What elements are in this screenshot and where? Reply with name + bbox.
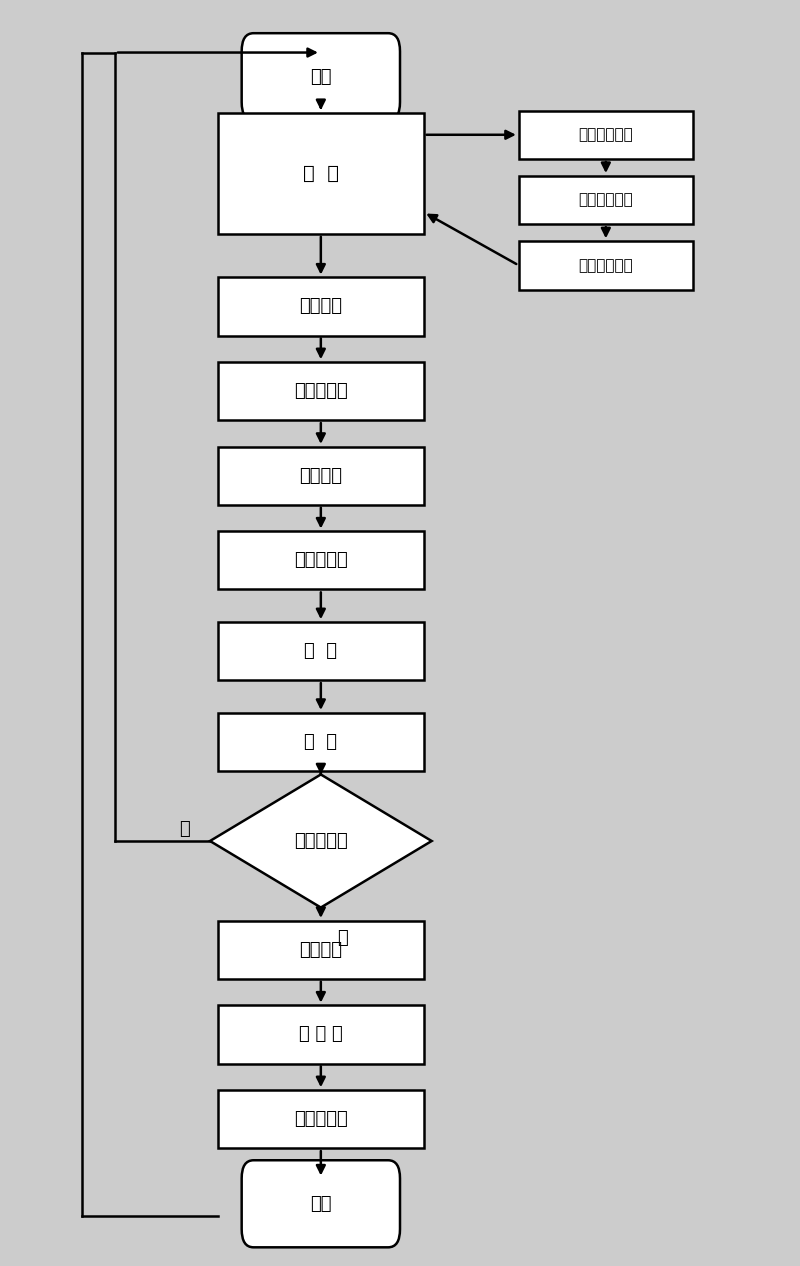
Text: 放  料: 放 料 <box>304 733 338 751</box>
Text: 配方数据读取: 配方数据读取 <box>578 128 634 142</box>
FancyBboxPatch shape <box>518 176 693 224</box>
Text: 是: 是 <box>179 820 190 838</box>
FancyBboxPatch shape <box>218 362 424 420</box>
Text: 釜清洗完成: 釜清洗完成 <box>294 1110 348 1128</box>
FancyBboxPatch shape <box>218 1090 424 1148</box>
Text: 否: 否 <box>337 929 347 947</box>
Text: 热纯水加入: 热纯水加入 <box>294 552 348 570</box>
FancyBboxPatch shape <box>218 277 424 335</box>
FancyBboxPatch shape <box>218 920 424 979</box>
FancyBboxPatch shape <box>218 447 424 505</box>
Text: 结束: 结束 <box>310 1195 331 1213</box>
Text: 闭合批量？: 闭合批量？ <box>294 832 348 849</box>
Text: 二次回收: 二次回收 <box>299 941 342 958</box>
FancyBboxPatch shape <box>218 1005 424 1063</box>
Text: 釜 清 洗: 釜 清 洗 <box>299 1025 342 1043</box>
FancyBboxPatch shape <box>218 622 424 680</box>
Text: 涂  釜: 涂 釜 <box>303 165 339 184</box>
Text: 纯水加入: 纯水加入 <box>299 298 342 315</box>
FancyBboxPatch shape <box>518 242 693 290</box>
FancyBboxPatch shape <box>218 113 424 234</box>
FancyBboxPatch shape <box>242 1160 400 1247</box>
Text: 催化剂加入: 催化剂加入 <box>294 382 348 400</box>
FancyBboxPatch shape <box>518 110 693 160</box>
FancyBboxPatch shape <box>218 713 424 771</box>
Text: 反  应: 反 应 <box>304 642 338 660</box>
Text: 配方数据检查: 配方数据检查 <box>578 192 634 208</box>
Text: 初始: 初始 <box>310 67 331 86</box>
Text: 单体加入: 单体加入 <box>299 467 342 485</box>
FancyBboxPatch shape <box>242 33 400 120</box>
FancyBboxPatch shape <box>218 532 424 590</box>
Polygon shape <box>210 775 432 908</box>
Text: 配方数据设定: 配方数据设定 <box>578 258 634 273</box>
